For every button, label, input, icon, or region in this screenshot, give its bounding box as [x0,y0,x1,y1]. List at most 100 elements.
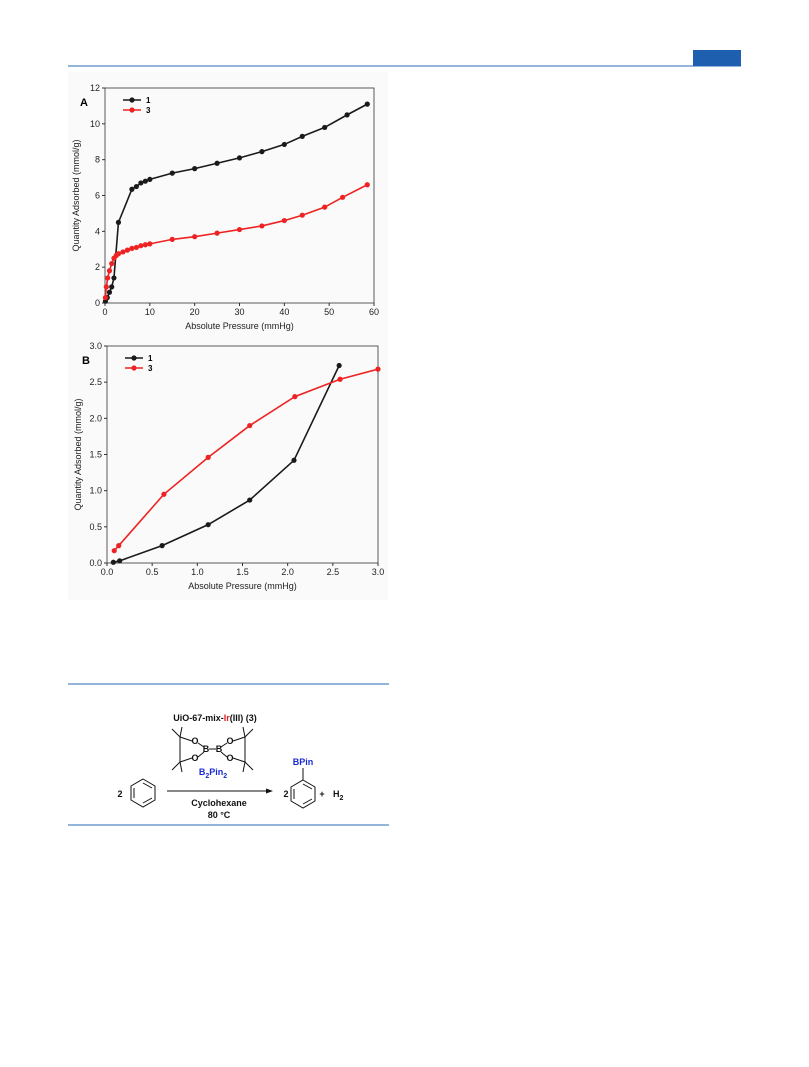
atom-o: O [226,753,233,763]
byproduct-part: H [333,789,340,799]
x-tick-label: 0.0 [101,567,114,577]
plus: + [319,789,324,799]
data-point [322,204,328,210]
x-tick-label: 0.5 [146,567,159,577]
data-point [214,160,220,166]
figure-background [68,72,388,600]
y-axis-label: Quantity Adsorbed (mmol/g) [73,398,83,510]
data-point [214,230,220,236]
byproduct-subscript: 2 [340,795,344,802]
data-point [344,112,350,118]
data-point [364,101,370,107]
data-point [124,247,131,253]
x-tick-label: 0 [102,307,107,317]
data-point [247,497,253,503]
catalyst-metal: Ir [224,713,231,723]
benzene-bond [302,783,313,790]
legend-label: 3 [146,106,151,115]
y-tick-label: 2.0 [89,413,102,423]
y-tick-label: 1.5 [89,450,102,460]
data-point [129,186,135,192]
reagent-part: Pin [209,767,223,777]
product-group: BPin [293,757,314,767]
data-point [138,180,144,186]
reagent-subscript: 2 [223,773,227,780]
data-point [236,155,243,161]
data-point [236,226,243,233]
y-tick-label: 8 [95,155,100,165]
data-point [336,362,342,369]
data-point [291,457,297,463]
data-point [115,251,122,257]
panel-label: A [80,97,88,109]
data-point [299,212,305,218]
byproduct: H2 [333,789,344,802]
data-point [110,559,116,565]
y-axis-label: Quantity Adsorbed (mmol/g) [71,139,81,251]
data-point [281,141,287,148]
figure: 0 10 20 30 40 50 60 0 2 4 6 8 10 12 Absolute Pressure … [71,83,384,591]
legend-marker [131,365,137,371]
reagent-part: B [199,767,206,777]
x-tick-label: 2.5 [327,567,340,577]
data-point [192,234,198,240]
series-line [113,368,378,552]
data-point [142,178,148,184]
data-point [102,295,109,301]
data-point [192,166,198,172]
atom-b: B [203,744,210,754]
solvent: Cyclohexane [191,798,247,808]
y-tick-label: 0.0 [89,558,102,568]
data-point [129,245,135,251]
atom-o: O [191,736,198,746]
data-point [147,176,153,182]
x-tick-label: 50 [324,307,334,317]
y-tick-label: 3.0 [89,341,102,351]
data-point [116,543,122,549]
x-tick-label: 40 [279,307,289,317]
y-tick-label: 0 [95,298,100,308]
atom-o: O [226,736,233,746]
data-point [147,241,153,247]
legend-marker [129,107,135,113]
data-point [205,522,211,528]
data-point [109,284,115,290]
legend-marker [129,97,135,103]
data-point [111,275,117,281]
data-point [259,223,265,229]
data-point [106,289,113,295]
legend-label: 1 [146,96,151,105]
x-tick-label: 3.0 [372,567,385,577]
data-point [106,268,113,274]
data-point [120,249,126,255]
data-point [103,284,109,290]
diboron-structure [171,726,254,773]
x-tick-label: 1.5 [236,567,249,577]
scheme: UiO-67-mix-Ir(III) (3) O O O O B B B2Pin… [68,683,389,826]
data-point [364,182,370,188]
data-point [133,244,139,251]
data-point [292,394,298,400]
coefficient: 2 [283,789,288,799]
data-point [142,242,148,248]
y-tick-label: 2.5 [89,377,102,387]
data-point [322,124,328,131]
data-point [161,491,167,497]
data-point [247,422,253,429]
data-point [138,243,144,249]
x-tick-label: 30 [234,307,244,317]
benzene-bond [302,798,313,805]
data-point [299,133,305,139]
data-point [340,194,346,200]
legend-label: 1 [148,354,153,363]
benzene [130,778,156,808]
data-point [281,217,287,224]
catalyst-name: UiO-67-mix- [173,713,224,723]
data-point [259,149,265,155]
reagent-label: B2Pin2 [199,767,227,780]
y-tick-label: 2 [95,262,100,272]
data-point [105,275,111,281]
temperature: 80 °C [208,810,231,820]
